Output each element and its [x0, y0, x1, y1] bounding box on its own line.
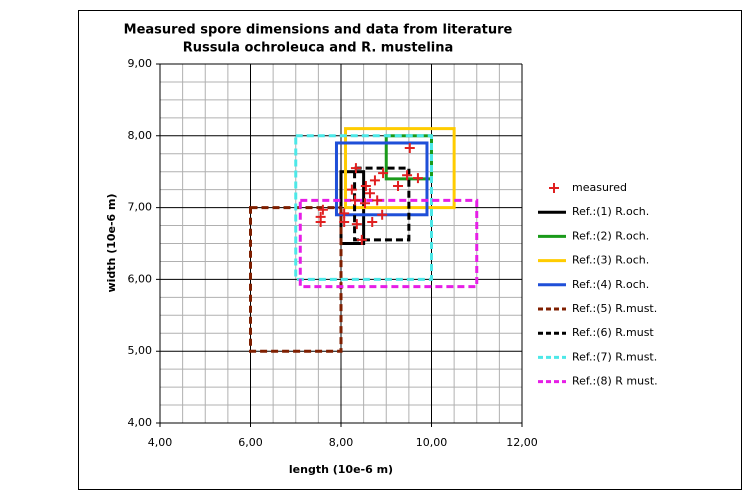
chart-title: Measured spore dimensions and data from … [124, 23, 513, 38]
y-tick-label: 6,00 [128, 272, 153, 285]
point [346, 184, 357, 195]
point [402, 170, 413, 181]
chart-frame [78, 10, 742, 490]
x-axis-label: length (10e-6 m) [289, 463, 393, 476]
range-box [298, 198, 479, 289]
x-tick-label: 12,00 [506, 436, 538, 449]
point [356, 234, 367, 245]
point [351, 219, 362, 230]
point [360, 181, 371, 192]
y-tick-label: 7,00 [128, 201, 153, 214]
point [377, 209, 388, 220]
legend-label: Ref.:(5) R.must. [572, 302, 657, 315]
point [367, 216, 378, 227]
legend-label: Ref.:(1) R.och. [572, 205, 649, 218]
range-box [344, 127, 456, 210]
point [359, 198, 370, 209]
point [378, 168, 389, 179]
legend-label: Ref.:(7) R.must. [572, 350, 657, 363]
point [393, 181, 404, 192]
legend-label: Ref.:(8) R must. [572, 375, 658, 388]
range-box [294, 134, 433, 281]
legend-label: Ref.:(3) R.och. [572, 254, 649, 267]
x-tick-label: 6,00 [238, 436, 263, 449]
y-axis-label: width (10e-6 m) [105, 193, 118, 292]
point [372, 195, 383, 206]
x-tick-label: 10,00 [416, 436, 448, 449]
point [315, 216, 326, 227]
legend-label: Ref.:(6) R.must [572, 326, 654, 339]
x-tick-label: 4,00 [148, 436, 173, 449]
point [350, 163, 361, 174]
y-tick-label: 4,00 [128, 416, 153, 429]
point [404, 143, 415, 154]
legend-label: Ref.:(2) R.och. [572, 229, 649, 242]
point [364, 188, 375, 199]
y-tick-label: 5,00 [128, 344, 153, 357]
y-tick-label: 9,00 [128, 57, 153, 70]
x-tick-label: 8,00 [329, 436, 354, 449]
point [350, 195, 361, 206]
point [339, 208, 350, 219]
point [412, 173, 423, 184]
y-tick-label: 8,00 [128, 129, 153, 142]
range-box [353, 166, 411, 242]
chart-subtitle: Russula ochroleuca and R. mustelina [183, 41, 454, 56]
point [369, 175, 380, 186]
legend-marker [549, 183, 559, 193]
legend-label: measured [572, 181, 627, 194]
legend-label: Ref.:(4) R.och. [572, 278, 649, 291]
point [317, 204, 328, 215]
point [339, 216, 350, 227]
